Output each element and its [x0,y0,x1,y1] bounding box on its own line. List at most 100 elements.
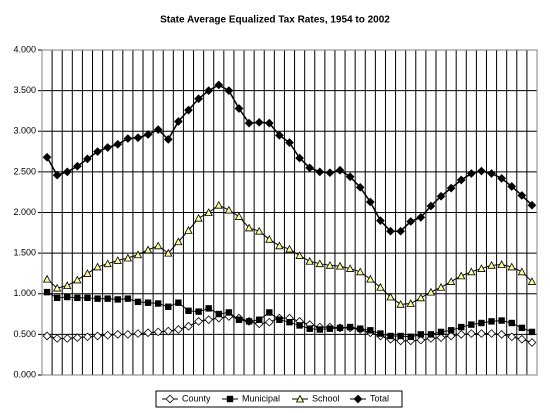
data-point [204,86,214,95]
data-point [52,334,62,343]
data-point [266,309,273,316]
data-point [335,165,345,175]
data-point [407,333,414,341]
data-point [224,86,234,95]
data-point [42,274,52,283]
legend-marker [295,394,305,403]
y-tick-label: 0.000 [13,369,36,379]
y-tick-label: 3.000 [13,126,36,136]
data-point [386,226,395,236]
data-point [244,118,254,128]
data-point [325,260,335,269]
data-point [133,250,143,259]
data-point [285,244,294,253]
data-point [194,213,203,222]
data-point [276,316,283,323]
y-tick-label: 0.500 [13,329,36,339]
data-point [113,330,123,339]
data-point [487,329,496,338]
data-point [123,134,133,143]
data-point [214,200,223,209]
data-point [416,213,426,222]
plot-border [41,49,538,376]
data-point [175,299,182,306]
data-point [528,328,536,336]
data-point [406,299,415,307]
data-point [315,259,324,268]
data-point [508,319,515,327]
data-point [185,307,192,315]
data-point [377,330,384,337]
series-line [46,204,533,305]
data-point [306,325,313,332]
data-point [507,262,516,271]
data-point [264,317,274,327]
data-point [94,295,101,302]
data-point [387,332,394,340]
data-point [396,299,405,308]
legend-label: Total [370,393,389,403]
data-point [194,94,203,104]
data-point [184,226,193,234]
data-point [507,182,517,191]
data-point [416,293,425,302]
series-line [46,84,533,232]
data-point [43,288,51,296]
data-point [366,274,375,283]
data-point [184,321,193,331]
legend-label: County [182,393,211,403]
data-point [83,269,92,277]
data-point [477,329,486,338]
data-point [336,324,344,332]
data-point [154,300,162,307]
data-point [315,167,325,177]
data-point [264,118,274,128]
data-point [84,294,91,302]
data-point [215,310,222,318]
data-point [163,326,173,336]
data-point [72,333,82,342]
legend-label: School [312,393,340,403]
data-point [447,327,455,334]
data-point [527,200,537,210]
data-point [295,153,304,163]
data-point [174,117,183,126]
data-point [93,331,102,341]
data-point [478,319,485,327]
data-point [527,338,537,347]
data-point [52,170,62,180]
data-point [83,154,92,164]
data-point [143,328,153,338]
data-point [305,163,315,173]
data-point [427,331,435,338]
data-point [456,330,466,339]
data-point [437,328,445,336]
data-point [204,315,214,325]
data-point [83,332,92,342]
data-point [436,282,446,291]
data-point [466,169,476,178]
data-point [204,208,213,216]
data-point [62,334,72,343]
data-point [42,152,52,162]
data-point [346,323,354,331]
data-point [93,147,102,156]
data-point [517,267,527,276]
data-point [305,256,314,265]
data-point [367,327,374,334]
data-point [62,167,72,177]
data-point [527,277,537,285]
data-point [174,237,183,246]
data-point [255,226,264,235]
data-point [376,282,385,291]
data-point [113,256,122,264]
data-point [376,216,385,225]
data-point [446,183,456,193]
y-tick-label: 1.500 [13,248,36,258]
data-point [143,245,153,254]
data-point [345,264,355,272]
data-point [113,139,123,149]
data-point [406,217,416,226]
data-point [446,277,456,285]
